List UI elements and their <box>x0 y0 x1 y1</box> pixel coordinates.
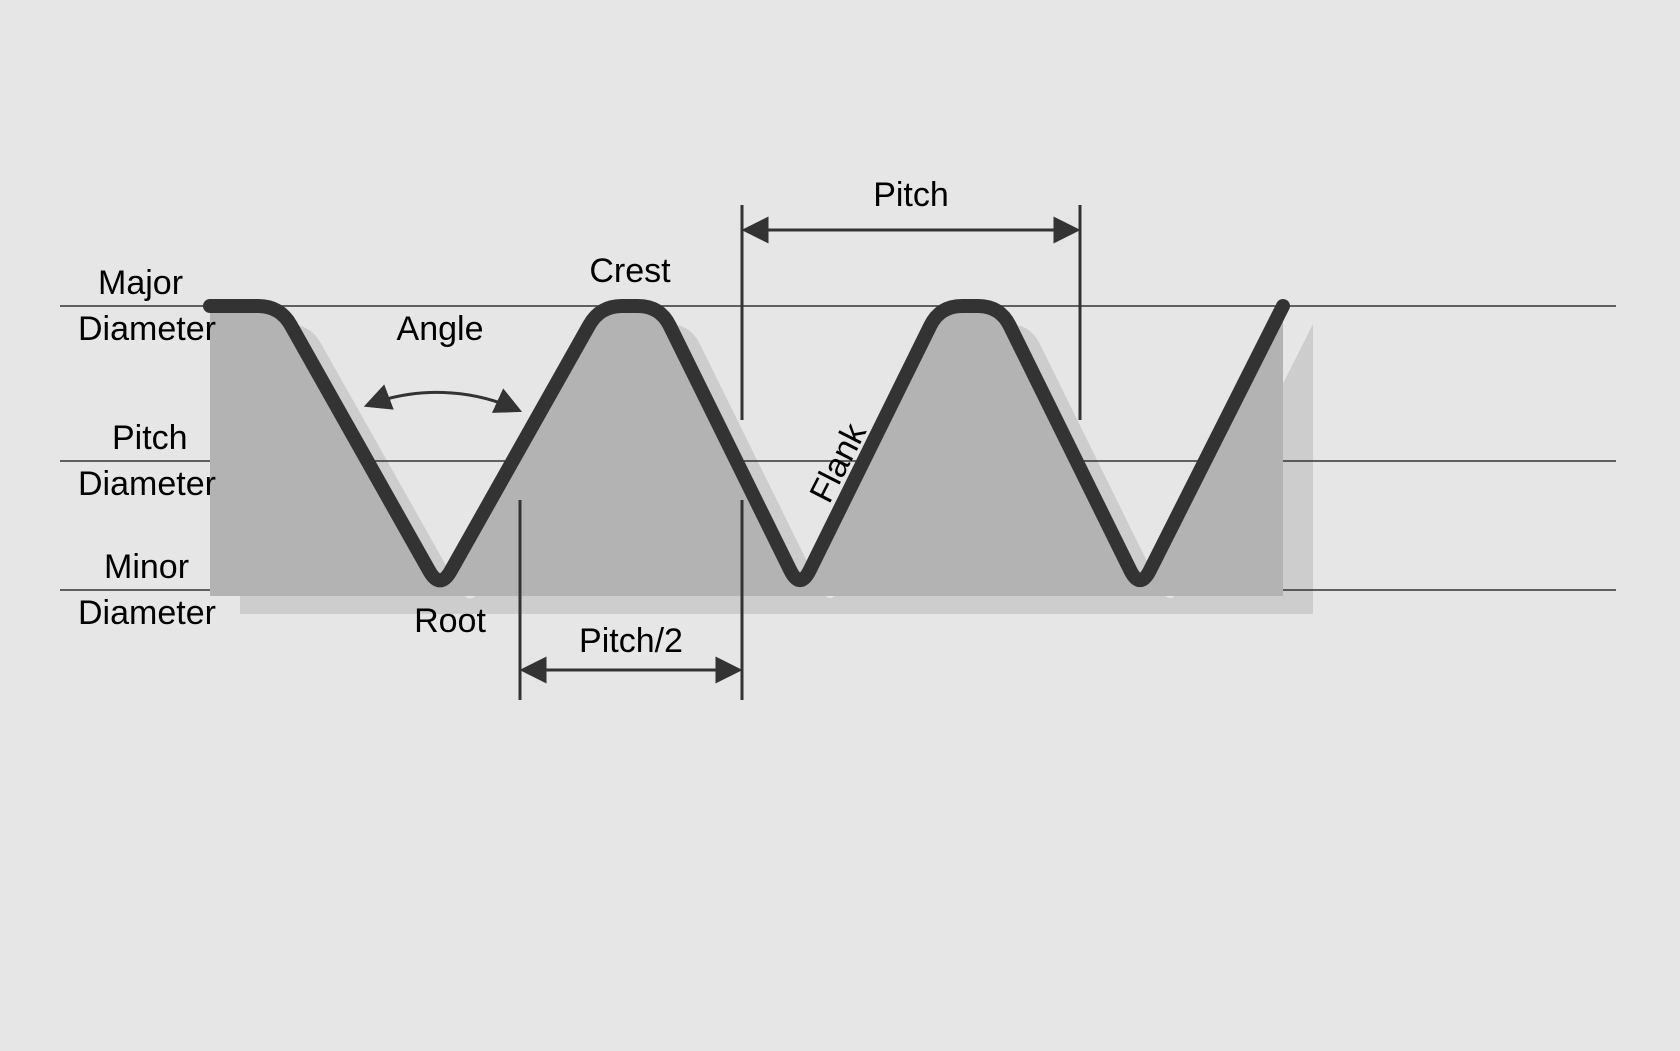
label-minor-bottom: Diameter <box>78 594 216 632</box>
label-angle: Angle <box>397 310 484 348</box>
label-pitch-top: Pitch <box>112 419 188 457</box>
label-root: Root <box>414 602 486 640</box>
thread-diagram: Major Diameter Pitch Diameter Minor Diameter C… <box>0 0 1680 1051</box>
label-crest: Crest <box>589 252 671 290</box>
label-pitchhalf: Pitch/2 <box>579 622 683 660</box>
label-pitch-bottom: Diameter <box>78 465 216 503</box>
label-major-bottom: Diameter <box>78 310 216 348</box>
angle-arc <box>368 392 518 410</box>
label-major-top: Major <box>98 264 183 302</box>
label-pitch-dim: Pitch <box>873 176 949 214</box>
label-minor-top: Minor <box>104 548 189 586</box>
